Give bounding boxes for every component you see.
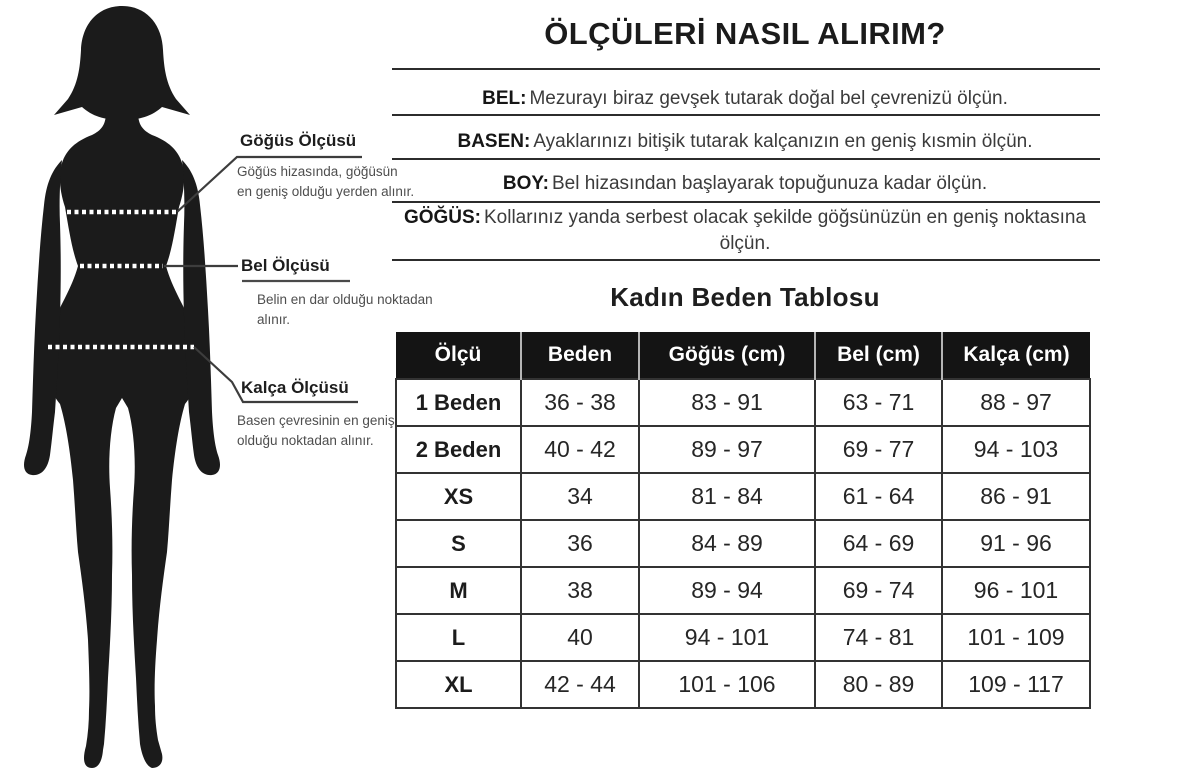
howto-item-gogus-text: Kollarınız yanda serbest olacak şekilde … [484, 207, 1087, 254]
chest-measure-label: Göğüs Ölçüsü [240, 131, 357, 150]
table-cell: 96 - 101 [941, 566, 1091, 615]
waist-measure-label: Bel Ölçüsü [241, 256, 330, 275]
table-cell: 34 [520, 472, 640, 521]
howto-title: ÖLÇÜLERİ NASIL ALIRIM? [544, 16, 946, 51]
howto-item-boy-label: BOY: [502, 173, 549, 194]
howto-item-bel-label: BEL: [482, 88, 527, 109]
table-cell: XS [395, 472, 522, 521]
column-header-olcu: Ölçü [396, 332, 521, 379]
table-cell: 101 - 106 [638, 660, 816, 709]
howto-item-basen-label: BASEN: [457, 131, 531, 152]
right-arm [182, 160, 220, 476]
waist-measure-description: Belin en dar olduğu noktadan alınır. [257, 292, 433, 328]
table-cell: XL [395, 660, 522, 709]
column-header-bel: Bel (cm) [814, 332, 942, 379]
size-table: Ölçü Beden Göğüs (cm) Bel (cm) Kalça (cm… [395, 332, 1091, 709]
table-row: 1 Beden 36 - 38 83 - 91 63 - 71 88 - 97 [395, 378, 1091, 427]
howto-item-gogus: GÖĞÜS: Kollarınız yanda serbest olacak şe… [388, 205, 1102, 257]
table-row: XS 34 81 - 84 61 - 64 86 - 91 [395, 472, 1091, 521]
table-cell: 86 - 91 [941, 472, 1091, 521]
table-cell: 80 - 89 [814, 660, 943, 709]
table-cell: 94 - 101 [638, 613, 816, 662]
table-cell: 101 - 109 [941, 613, 1091, 662]
column-header-gogus: Göğüs (cm) [638, 332, 815, 379]
table-cell: 38 [520, 566, 640, 615]
table-cell: L [395, 613, 522, 662]
howto-item-bel: BEL: Mezurayı biraz gevşek tutarak doğal … [388, 86, 1102, 112]
table-row: XL 42 - 44 101 - 106 80 - 89 109 - 117 [395, 660, 1091, 709]
table-cell: 42 - 44 [520, 660, 640, 709]
howto-item-boy-text: Bel hizasından başlayarak topuğunuza kad… [551, 173, 988, 194]
divider [392, 158, 1100, 160]
size-table-title: Kadın Beden Tablosu [610, 282, 880, 312]
table-cell: 40 [520, 613, 640, 662]
table-cell: 36 [520, 519, 640, 568]
howto-item-boy: BOY: Bel hizasından başlayarak topuğunuza… [388, 171, 1102, 197]
table-row: L 40 94 - 101 74 - 81 101 - 109 [395, 613, 1091, 662]
table-row: M 38 89 - 94 69 - 74 96 - 101 [395, 566, 1091, 615]
howto-item-basen-text: Ayaklarınızı bitişik tutarak kalçanızın … [533, 131, 1033, 152]
hip-measure-label: Kalça Ölçüsü [241, 378, 349, 397]
body-outline [44, 112, 200, 768]
table-cell: 64 - 69 [814, 519, 943, 568]
table-cell: 84 - 89 [638, 519, 816, 568]
table-cell: 83 - 91 [638, 378, 816, 427]
head-hair-shape [54, 6, 190, 120]
table-header-row: Ölçü Beden Göğüs (cm) Bel (cm) Kalça (cm… [396, 332, 1090, 379]
chest-callout-line [176, 155, 362, 213]
table-row: S 36 84 - 89 64 - 69 91 - 96 [395, 519, 1091, 568]
table-cell: 40 - 42 [520, 425, 640, 474]
table-cell: 88 - 97 [941, 378, 1091, 427]
divider [392, 259, 1100, 261]
hip-measure-description: Basen çevresinin en geniş olduğu noktada… [237, 413, 395, 449]
howto-item-gogus-label: GÖĞÜS: [403, 207, 481, 228]
table-cell: 36 - 38 [520, 378, 640, 427]
table-cell: M [395, 566, 522, 615]
column-header-beden: Beden [520, 332, 639, 379]
table-cell: 89 - 97 [638, 425, 816, 474]
table-cell: 61 - 64 [814, 472, 943, 521]
table-cell: 63 - 71 [814, 378, 943, 427]
table-cell: S [395, 519, 522, 568]
hip-callout-line [193, 346, 358, 404]
table-cell: 2 Beden [395, 425, 522, 474]
table-cell: 91 - 96 [941, 519, 1091, 568]
table-cell: 81 - 84 [638, 472, 816, 521]
table-cell: 94 - 103 [941, 425, 1091, 474]
divider [392, 68, 1100, 70]
table-cell: 69 - 77 [814, 425, 943, 474]
woman-silhouette [24, 6, 362, 768]
divider [392, 114, 1100, 116]
chest-measure-description: Göğüs hizasında, göğüsün en geniş olduğu… [237, 164, 415, 200]
table-row: 2 Beden 40 - 42 89 - 97 69 - 77 94 - 103 [395, 425, 1091, 474]
howto-item-basen: BASEN: Ayaklarınızı bitişik tutarak kalça… [388, 129, 1102, 155]
divider [392, 201, 1100, 203]
table-cell: 69 - 74 [814, 566, 943, 615]
table-cell: 74 - 81 [814, 613, 943, 662]
left-arm [24, 160, 62, 476]
table-cell: 1 Beden [395, 378, 522, 427]
column-header-kalca: Kalça (cm) [941, 332, 1090, 379]
table-cell: 89 - 94 [638, 566, 816, 615]
table-cell: 109 - 117 [941, 660, 1091, 709]
howto-item-bel-text: Mezurayı biraz gevşek tutarak doğal bel … [529, 88, 1008, 109]
